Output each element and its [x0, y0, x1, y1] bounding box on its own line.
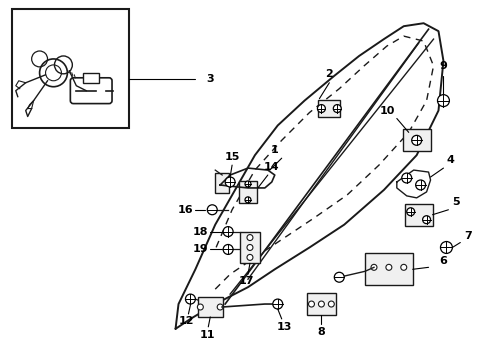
- Circle shape: [411, 135, 421, 145]
- Text: 1: 1: [270, 145, 278, 155]
- Bar: [402, 129, 429, 151]
- Circle shape: [415, 180, 425, 190]
- Circle shape: [401, 173, 411, 183]
- Circle shape: [406, 208, 414, 216]
- Circle shape: [333, 105, 341, 113]
- Circle shape: [244, 181, 250, 187]
- Circle shape: [246, 255, 252, 260]
- Circle shape: [400, 264, 406, 270]
- Text: 8: 8: [317, 327, 325, 337]
- Text: 19: 19: [192, 244, 208, 255]
- Circle shape: [223, 227, 233, 237]
- FancyBboxPatch shape: [70, 78, 112, 104]
- Circle shape: [272, 299, 282, 309]
- Text: 7: 7: [464, 230, 471, 240]
- Bar: [306, 293, 336, 315]
- Bar: [318, 100, 340, 117]
- Circle shape: [223, 244, 233, 255]
- Circle shape: [385, 264, 391, 270]
- Bar: [83, 73, 99, 83]
- Text: 3: 3: [206, 74, 214, 84]
- Bar: [239, 181, 256, 203]
- Text: 2: 2: [325, 69, 332, 79]
- Text: 17: 17: [238, 276, 253, 286]
- Circle shape: [217, 304, 223, 310]
- Circle shape: [327, 301, 334, 307]
- Bar: [404, 204, 432, 226]
- Circle shape: [308, 301, 314, 307]
- Circle shape: [370, 264, 376, 270]
- Text: 12: 12: [178, 316, 194, 326]
- Circle shape: [318, 301, 324, 307]
- Text: 9: 9: [439, 61, 447, 71]
- Circle shape: [224, 177, 235, 187]
- Bar: [198, 297, 222, 317]
- Text: 15: 15: [224, 152, 239, 162]
- Text: 4: 4: [446, 155, 453, 165]
- Circle shape: [244, 197, 250, 203]
- Bar: [215, 173, 229, 193]
- Text: 10: 10: [378, 105, 394, 116]
- Text: 5: 5: [451, 197, 459, 207]
- Text: 18: 18: [192, 226, 208, 237]
- Text: 11: 11: [199, 330, 215, 340]
- Circle shape: [207, 205, 217, 215]
- Circle shape: [246, 235, 252, 240]
- Text: 13: 13: [276, 322, 292, 332]
- Bar: [240, 231, 259, 264]
- Circle shape: [317, 105, 325, 113]
- Bar: [365, 253, 412, 285]
- Circle shape: [197, 304, 203, 310]
- Circle shape: [185, 294, 195, 304]
- Text: 16: 16: [177, 205, 193, 215]
- Circle shape: [246, 244, 252, 251]
- Text: 6: 6: [439, 256, 447, 266]
- Circle shape: [334, 272, 344, 282]
- Circle shape: [437, 95, 448, 107]
- Circle shape: [440, 242, 451, 253]
- Bar: [12, 9, 129, 129]
- Circle shape: [422, 216, 429, 224]
- Text: 14: 14: [264, 162, 279, 172]
